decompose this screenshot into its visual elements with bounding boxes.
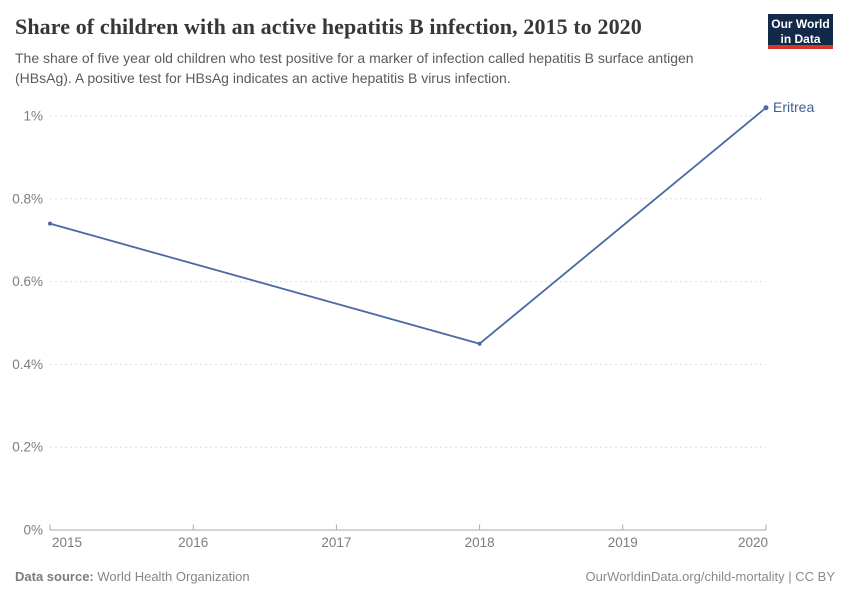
chart-header: Share of children with an active hepatit… xyxy=(15,14,835,89)
x-tick-label: 2015 xyxy=(52,535,82,550)
y-tick-label: 1% xyxy=(23,109,43,124)
x-tick-label: 2020 xyxy=(738,535,768,550)
owid-citation-link[interactable]: OurWorldinData.org/child-mortality | CC … xyxy=(585,569,836,584)
y-tick-label: 0.6% xyxy=(12,274,43,289)
chart-title: Share of children with an active hepatit… xyxy=(15,14,642,39)
x-tick-label: 2018 xyxy=(465,535,495,550)
chart-footer: Data source: World Health Organization O… xyxy=(15,569,835,584)
data-point xyxy=(763,105,769,111)
data-source: Data source: World Health Organization xyxy=(15,569,250,584)
y-tick-label: 0% xyxy=(23,523,43,538)
chart-subtitle: The share of five year old children who … xyxy=(15,50,694,86)
data-source-label: Data source: xyxy=(15,569,94,584)
data-source-value: World Health Organization xyxy=(97,569,250,584)
owid-logo[interactable]: Our World in Data xyxy=(768,14,833,49)
owid-logo-line1: Our World xyxy=(771,17,830,31)
x-tick-label: 2016 xyxy=(178,535,208,550)
series-label-eritrea: Eritrea xyxy=(773,99,814,115)
y-tick-label: 0.2% xyxy=(12,440,43,455)
data-point xyxy=(477,341,482,346)
y-tick-label: 0.4% xyxy=(12,357,43,372)
trend-line-eritrea xyxy=(49,106,767,345)
data-point xyxy=(48,221,52,226)
owid-logo-line2: in Data xyxy=(780,32,821,46)
x-tick-label: 2017 xyxy=(321,535,351,550)
x-tick-label: 2019 xyxy=(608,535,638,550)
y-tick-label: 0.8% xyxy=(12,191,43,206)
